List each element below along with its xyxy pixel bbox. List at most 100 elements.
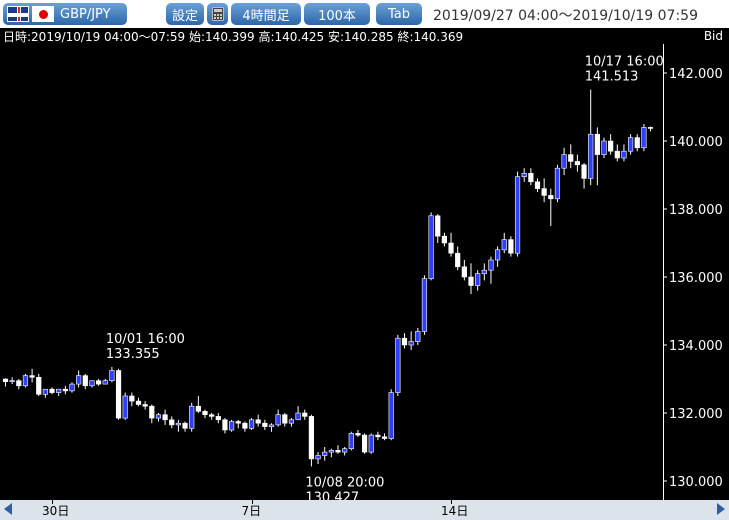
candle-down [634,137,640,149]
candle-down [149,405,155,419]
candle-up [601,140,607,155]
annotation-date: 10/08 20:00 [305,475,384,490]
candle-down [169,419,175,426]
candle-down [468,276,474,286]
annotation-price: 130.427 [305,490,359,500]
candle-down [375,434,381,438]
candle-up [488,259,494,271]
candle-down [62,388,68,392]
y-tick-label: 132.000 [669,407,723,422]
candle-up [521,173,527,178]
candle-up [481,269,487,274]
candle-down [448,242,454,254]
currency-pair-label: GBP/JPY [60,6,111,22]
candle-down [49,388,55,393]
candle-up [22,375,29,387]
candle-up [248,419,255,429]
settings-button[interactable]: 設定 [166,3,204,25]
candle-down [455,252,461,268]
annotation-date: 10/17 16:00 [585,55,664,70]
candle-up [295,412,301,421]
annotation-price: 133.355 [106,347,160,362]
y-tick-label: 134.000 [669,339,723,354]
candle-up [395,337,401,393]
candle-down [548,195,554,200]
candle-down [235,421,241,424]
candle-up [514,176,521,254]
annotation-price: 141.513 [585,70,639,85]
candle-up [89,380,95,387]
tab-button[interactable]: Tab [376,3,422,25]
candle-down [302,412,308,417]
x-tick-mark [451,500,453,504]
candle-down [255,419,261,424]
candle-up [122,395,128,419]
candle-up [328,450,334,453]
calculator-button[interactable] [207,3,228,25]
candle-up [588,133,594,179]
toolbar: GBP/JPY 設定 4時間足 100本 Tab 2019/09/27 04:0… [0,0,729,28]
candle-up [229,421,235,431]
candle-down [614,150,620,159]
candle-down [568,154,574,162]
candle-down [135,400,142,405]
price-type-label: Bid [703,29,723,43]
candle-up [494,249,501,261]
candle-down [242,422,248,429]
scroll-right-icon[interactable] [717,503,725,515]
candle-down [36,376,42,395]
x-axis-bar[interactable]: 30日 7日 14日 [0,500,729,520]
candle-down [142,404,148,407]
uk-flag-icon [7,6,29,22]
candle-down [209,414,215,417]
candle-up [76,375,82,385]
candle-down [581,164,587,179]
candle-up [348,433,354,449]
candle-up [627,137,634,152]
candle-up [421,278,428,332]
candle-down [381,436,388,439]
candle-up [368,434,374,453]
candle-up [428,215,434,280]
candle-down [355,433,361,436]
candle-up [189,405,195,429]
candle-up [408,341,414,346]
candle-down [647,127,654,129]
candle-down [335,450,341,453]
candle-down [82,375,88,387]
candle-down [96,380,102,385]
candle-down [461,266,467,278]
candlestick-chart[interactable]: 142.000 140.000 138.000 136.000 134.000 132.0… [0,0,729,500]
candle-down [202,410,208,415]
candle-count-button[interactable]: 100本 [304,3,370,25]
candle-up [288,419,295,424]
date-range-label: 2019/09/27 04:00～2019/10/19 07:59 [433,8,698,24]
candle-up [322,451,328,456]
japan-flag-icon [32,6,54,22]
x-tick-mark [52,500,54,504]
candle-down [282,414,288,424]
candle-up [175,422,182,426]
scroll-left-icon[interactable] [4,503,12,515]
candle-up [561,154,567,169]
x-tick-label: 7日 [241,504,262,518]
candle-up [621,150,627,159]
candle-up [641,127,647,149]
candle-up [388,392,394,439]
y-tick-label: 142.000 [669,67,723,82]
candle-down [441,235,448,244]
candle-up [155,414,162,419]
annotation-date: 10/01 16:00 [106,332,185,347]
candle-up [109,370,115,381]
candle-down [534,181,541,189]
calculator-icon [211,7,224,21]
candle-down [574,161,580,166]
currency-pair-button[interactable]: GBP/JPY [3,3,127,25]
candle-up [268,424,275,427]
candle-up [275,414,281,426]
y-tick-label: 138.000 [669,203,723,218]
candle-down [29,375,35,378]
interval-button[interactable]: 4時間足 [231,3,301,25]
candle-up [501,239,507,251]
candle-down [129,395,135,402]
